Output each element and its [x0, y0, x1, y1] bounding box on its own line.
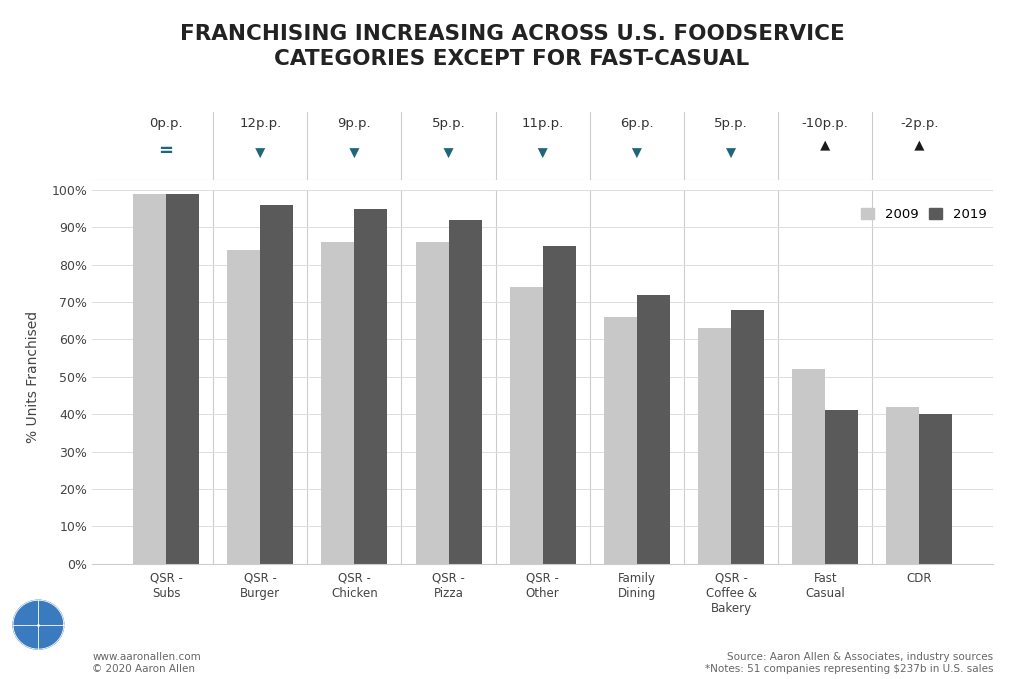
- Text: 12p.p.: 12p.p.: [240, 117, 282, 130]
- Text: 5p.p.: 5p.p.: [432, 117, 466, 130]
- Text: *Notes: 51 companies representing $237b in U.S. sales: *Notes: 51 companies representing $237b …: [705, 663, 993, 674]
- Y-axis label: % Units Franchised: % Units Franchised: [27, 311, 40, 443]
- Bar: [604, 317, 637, 564]
- Text: FRANCHISING INCREASING ACROSS U.S. FOODSERVICE
CATEGORIES EXCEPT FOR FAST-CASUAL: FRANCHISING INCREASING ACROSS U.S. FOODS…: [179, 24, 845, 69]
- Bar: [510, 287, 543, 564]
- Text: 9p.p.: 9p.p.: [338, 117, 372, 130]
- Text: =: =: [159, 143, 174, 160]
- Text: -2p.p.: -2p.p.: [900, 117, 939, 130]
- Text: www.aaronallen.com: www.aaronallen.com: [92, 652, 201, 662]
- Text: -10p.p.: -10p.p.: [802, 117, 849, 130]
- Text: 5p.p.: 5p.p.: [714, 117, 748, 130]
- Legend: 2009, 2019: 2009, 2019: [861, 208, 987, 221]
- Text: 11p.p.: 11p.p.: [521, 117, 564, 130]
- Bar: [260, 205, 293, 564]
- Bar: [731, 310, 764, 564]
- Text: Source: Aaron Allen & Associates, industry sources: Source: Aaron Allen & Associates, indust…: [727, 652, 993, 662]
- Bar: [887, 407, 920, 564]
- Bar: [698, 328, 731, 564]
- Circle shape: [13, 600, 63, 649]
- Bar: [354, 209, 387, 564]
- Bar: [920, 414, 952, 564]
- Text: 0p.p.: 0p.p.: [150, 117, 183, 130]
- Bar: [166, 194, 199, 564]
- Bar: [227, 250, 260, 564]
- Bar: [133, 194, 166, 564]
- Bar: [543, 246, 575, 564]
- Text: 6p.p.: 6p.p.: [621, 117, 653, 130]
- Text: © 2020 Aaron Allen: © 2020 Aaron Allen: [92, 663, 196, 674]
- Bar: [449, 220, 481, 564]
- Bar: [793, 369, 825, 564]
- Bar: [322, 242, 354, 564]
- Bar: [416, 242, 449, 564]
- Bar: [637, 295, 670, 564]
- Bar: [825, 410, 858, 564]
